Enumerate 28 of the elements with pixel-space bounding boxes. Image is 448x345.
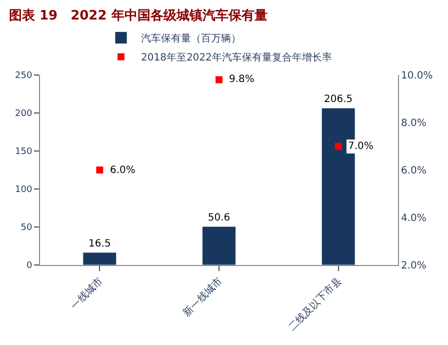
data-label: 206.5 bbox=[324, 94, 353, 106]
y-tick-label: 0 bbox=[26, 261, 32, 272]
point bbox=[216, 76, 222, 84]
x-tick-label: 新一线城市 bbox=[180, 275, 225, 320]
data-label: 9.8% bbox=[229, 74, 254, 85]
x-tick-label: 二线及以下市县 bbox=[286, 275, 344, 334]
data-label: 6.0% bbox=[110, 165, 136, 176]
point bbox=[96, 166, 104, 174]
point bbox=[334, 142, 342, 150]
y-tick-label: 50 bbox=[20, 223, 32, 234]
data-label: 50.6 bbox=[208, 212, 230, 224]
y2-tick-label: 2.0% bbox=[401, 260, 426, 272]
data-label: 7.0% bbox=[348, 141, 374, 152]
bar bbox=[82, 252, 117, 265]
chart-title: 图表 19 2022 年中国各级城镇汽车保有量 bbox=[8, 7, 268, 24]
bar bbox=[202, 226, 236, 265]
y-tick-label: 200 bbox=[15, 109, 32, 120]
y-tick-label: 100 bbox=[15, 185, 32, 196]
y2-tick-label: 4.0% bbox=[401, 213, 426, 224]
y2-tick-label: 10.0% bbox=[401, 70, 433, 82]
y-tick-label: 150 bbox=[15, 147, 32, 158]
y-tick-label: 250 bbox=[15, 71, 32, 82]
legend-label: 2018年至2022年汽车保有量复合年增长率 bbox=[141, 52, 332, 64]
y2-tick-label: 6.0% bbox=[401, 166, 426, 176]
data-label: 16.5 bbox=[88, 238, 111, 250]
y2-tick-label: 8.0% bbox=[401, 118, 426, 129]
legend-label: 汽车保有量（百万辆） bbox=[141, 32, 241, 45]
x-tick-label: 一线城市 bbox=[68, 275, 106, 312]
